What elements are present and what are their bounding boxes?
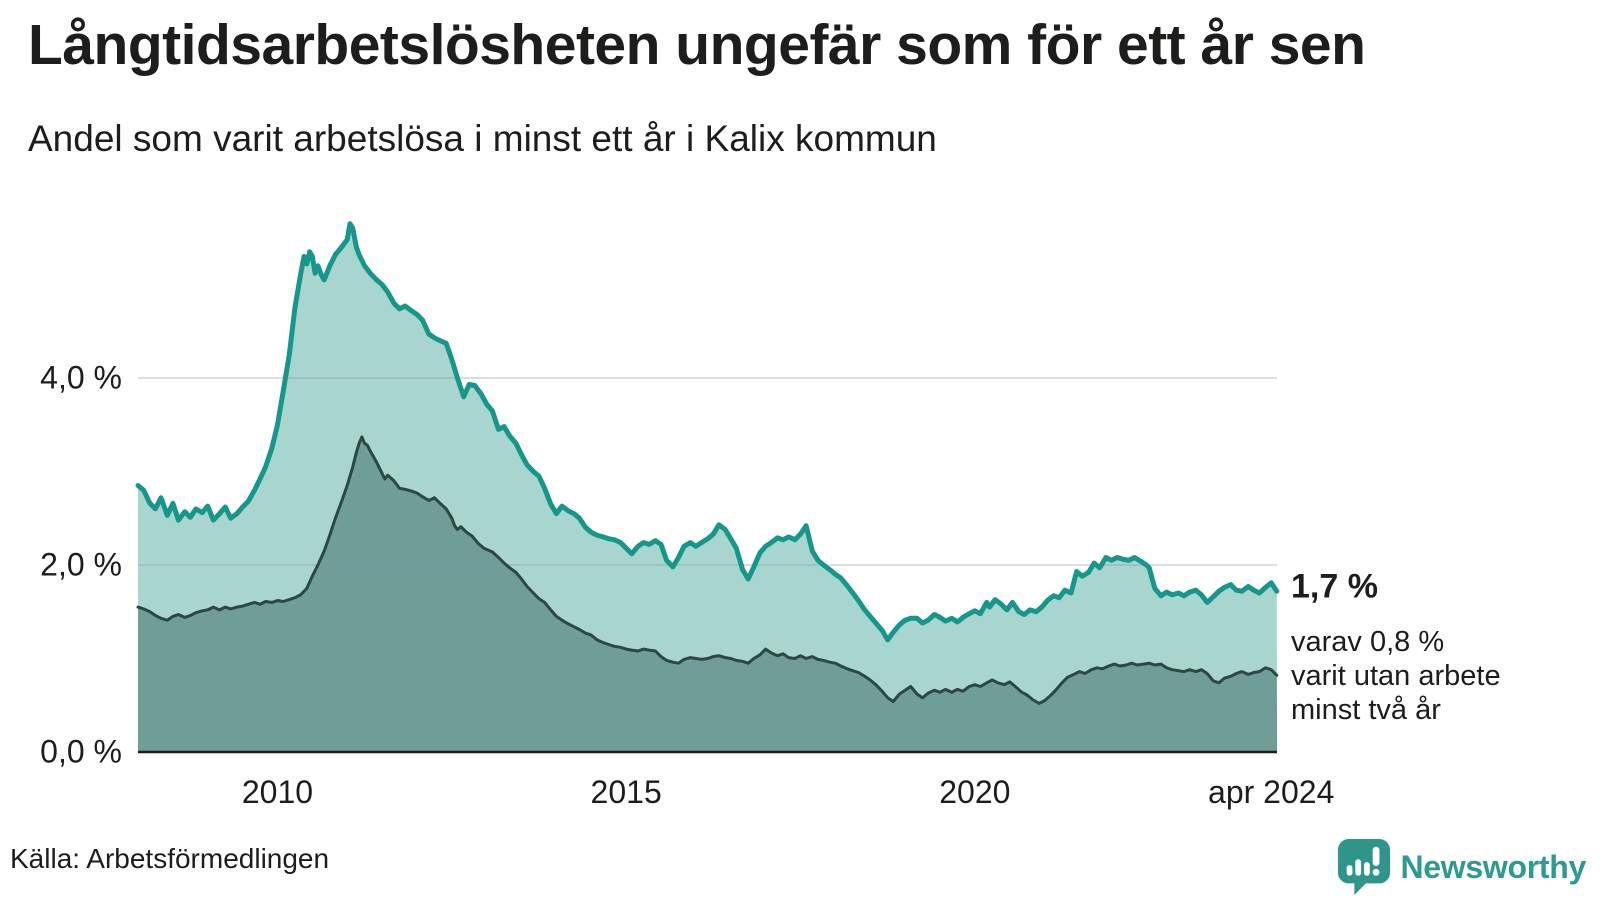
page-subtitle: Andel som varit arbetslösa i minst ett å… xyxy=(28,118,937,159)
newsworthy-logo: Newsworthy xyxy=(1337,839,1587,895)
y-tick-label: 2,0 % xyxy=(40,546,122,583)
x-tick-label: apr 2024 xyxy=(1208,774,1335,810)
newsworthy-bubble-icon xyxy=(1337,839,1390,895)
latest-subvalue-label: varav 0,8 % varit utan arbete minst två … xyxy=(1291,626,1501,726)
line-Andel som varit arbetslösa minst ett år xyxy=(135,221,1280,643)
latest-value-label: 1,7 % xyxy=(1291,567,1378,606)
x-tick-label: 2010 xyxy=(241,774,314,810)
x-tick-label: 2020 xyxy=(939,774,1011,810)
area-Andel som varit utan arbete minst två år xyxy=(138,436,1277,752)
newsworthy-wordmark: Newsworthy xyxy=(1400,848,1587,885)
y-tick-label: 0,0 % xyxy=(40,733,122,770)
x-tick-label: 2015 xyxy=(590,774,662,810)
page-title: Långtidsarbetslösheten ungefär som för e… xyxy=(28,13,1366,77)
y-tick-label: 4,0 % xyxy=(40,359,122,396)
line-Andel som varit utan arbete minst två år xyxy=(136,435,1279,705)
source-note: Källa: Arbetsförmedlingen xyxy=(10,843,330,874)
